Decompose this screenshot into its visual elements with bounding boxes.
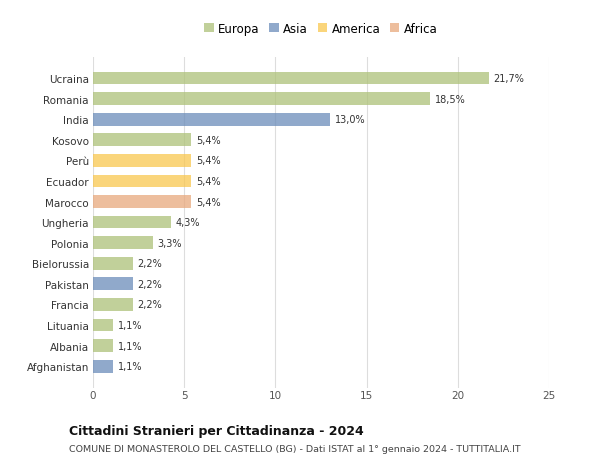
Bar bbox=[93, 298, 133, 311]
Text: 2,2%: 2,2% bbox=[137, 279, 163, 289]
Bar bbox=[93, 237, 153, 250]
Text: 4,3%: 4,3% bbox=[176, 218, 200, 228]
Text: 1,1%: 1,1% bbox=[118, 341, 142, 351]
Text: COMUNE DI MONASTEROLO DEL CASTELLO (BG) - Dati ISTAT al 1° gennaio 2024 - TUTTIT: COMUNE DI MONASTEROLO DEL CASTELLO (BG) … bbox=[69, 444, 521, 453]
Bar bbox=[93, 93, 430, 106]
Text: 21,7%: 21,7% bbox=[493, 74, 524, 84]
Text: 2,2%: 2,2% bbox=[137, 300, 163, 310]
Text: 1,1%: 1,1% bbox=[118, 362, 142, 371]
Bar bbox=[93, 319, 113, 332]
Bar bbox=[93, 113, 330, 126]
Text: 13,0%: 13,0% bbox=[335, 115, 365, 125]
Text: 18,5%: 18,5% bbox=[435, 95, 466, 104]
Bar bbox=[93, 278, 133, 291]
Text: 1,1%: 1,1% bbox=[118, 320, 142, 330]
Bar bbox=[93, 196, 191, 208]
Bar bbox=[93, 340, 113, 353]
Text: 3,3%: 3,3% bbox=[158, 238, 182, 248]
Bar bbox=[93, 175, 191, 188]
Text: 5,4%: 5,4% bbox=[196, 135, 221, 146]
Bar bbox=[93, 73, 489, 85]
Text: Cittadini Stranieri per Cittadinanza - 2024: Cittadini Stranieri per Cittadinanza - 2… bbox=[69, 425, 364, 437]
Bar bbox=[93, 257, 133, 270]
Legend: Europa, Asia, America, Africa: Europa, Asia, America, Africa bbox=[202, 20, 440, 38]
Text: 5,4%: 5,4% bbox=[196, 156, 221, 166]
Text: 5,4%: 5,4% bbox=[196, 197, 221, 207]
Bar bbox=[93, 155, 191, 168]
Bar bbox=[93, 360, 113, 373]
Text: 5,4%: 5,4% bbox=[196, 177, 221, 186]
Text: 2,2%: 2,2% bbox=[137, 259, 163, 269]
Bar bbox=[93, 216, 172, 229]
Bar bbox=[93, 134, 191, 147]
